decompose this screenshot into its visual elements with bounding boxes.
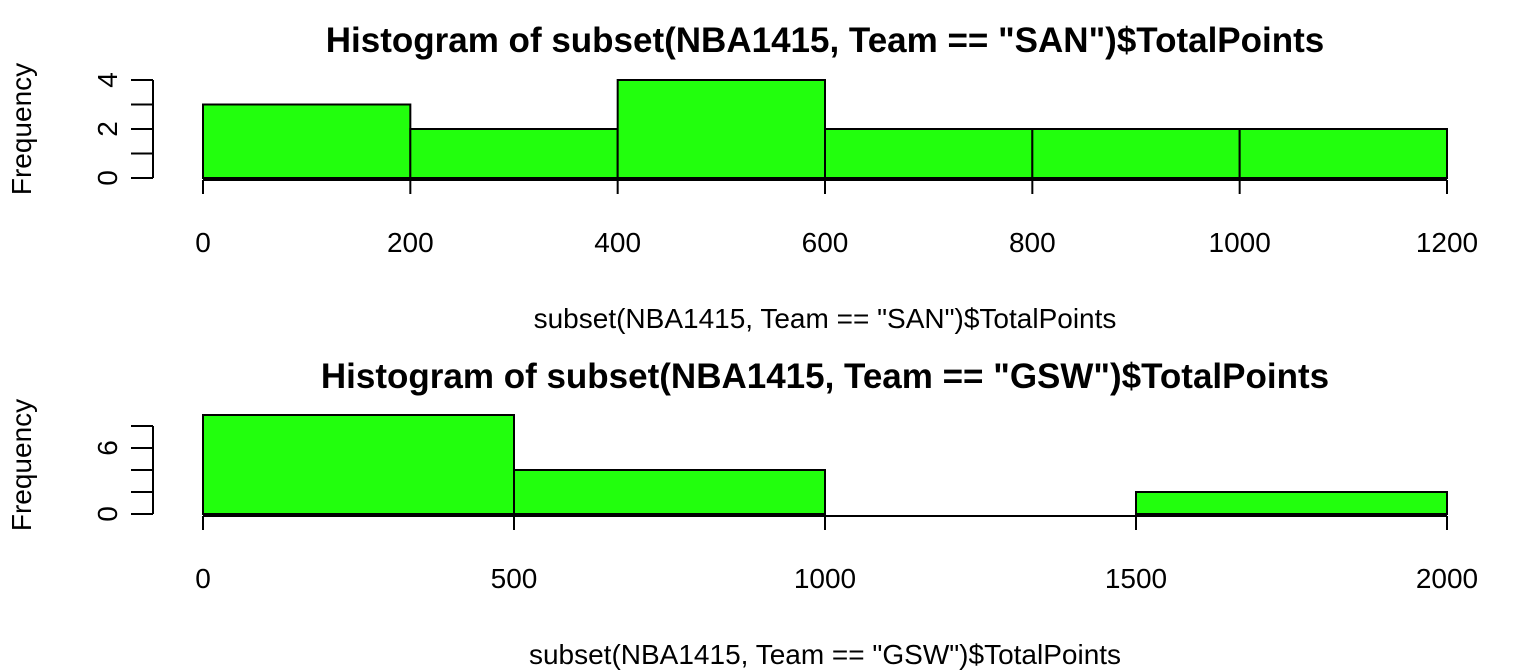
histogram-gsw-panel: Histogram of subset(NBA1415, Team == "GS… [6,357,1478,670]
histogram-bar-san-1 [409,128,619,179]
bars-gsw [202,414,1448,515]
x-tick-label-san-3: 600 [802,227,849,258]
histogram-bar-san-5 [1238,128,1448,179]
chart-title-gsw: Histogram of subset(NBA1415, Team == "GS… [321,357,1329,396]
x-tick-label-gsw-0: 0 [195,563,211,594]
x-tick-label-gsw-4: 2000 [1416,563,1478,594]
x-axis-gsw: 0 500 1000 1500 2000 [195,515,1478,594]
histogram-bar-gsw-0 [202,414,515,515]
x-axis-san: 0 200 400 600 800 1000 1200 [195,179,1478,258]
x-tick-label-san-2: 400 [594,227,641,258]
x-axis-label-gsw: subset(NBA1415, Team == "GSW")$TotalPoin… [529,639,1121,670]
chart-title-san: Histogram of subset(NBA1415, Team == "SA… [326,21,1325,60]
y-axis-gsw: 06 [92,425,154,522]
histogram-san-panel: Histogram of subset(NBA1415, Team == "SA… [6,21,1478,334]
y-axis-label-gsw: Frequency [6,399,37,531]
x-tick-label-san-1: 200 [387,227,434,258]
x-tick-label-san-5: 1000 [1209,227,1271,258]
x-tick-label-gsw-2: 1000 [794,563,856,594]
y-tick-label-gsw-3: 6 [92,440,123,456]
x-tick-label-san-6: 1200 [1416,227,1478,258]
histogram-bar-gsw-1 [513,469,826,515]
y-tick-label-san-4: 4 [92,72,123,88]
x-tick-label-san-0: 0 [195,227,211,258]
histogram-bar-san-4 [1031,128,1241,179]
x-tick-label-gsw-3: 1500 [1105,563,1167,594]
histogram-bar-san-0 [202,103,412,179]
y-tick-label-san-0: 0 [92,170,123,186]
y-tick-label-san-2: 2 [92,121,123,137]
x-tick-label-gsw-1: 500 [491,563,538,594]
bars-san [202,79,1448,179]
histogram-bar-gsw-3 [1135,491,1448,515]
y-axis-label-san: Frequency [6,63,37,195]
y-tick-label-gsw-0: 0 [92,506,123,522]
x-axis-label-san: subset(NBA1415, Team == "SAN")$TotalPoin… [534,303,1117,334]
histogram-bar-san-2 [616,79,827,179]
histogram-bar-san-3 [824,128,1034,179]
y-axis-san: 0 2 4 [92,72,154,186]
x-tick-label-san-4: 800 [1009,227,1056,258]
